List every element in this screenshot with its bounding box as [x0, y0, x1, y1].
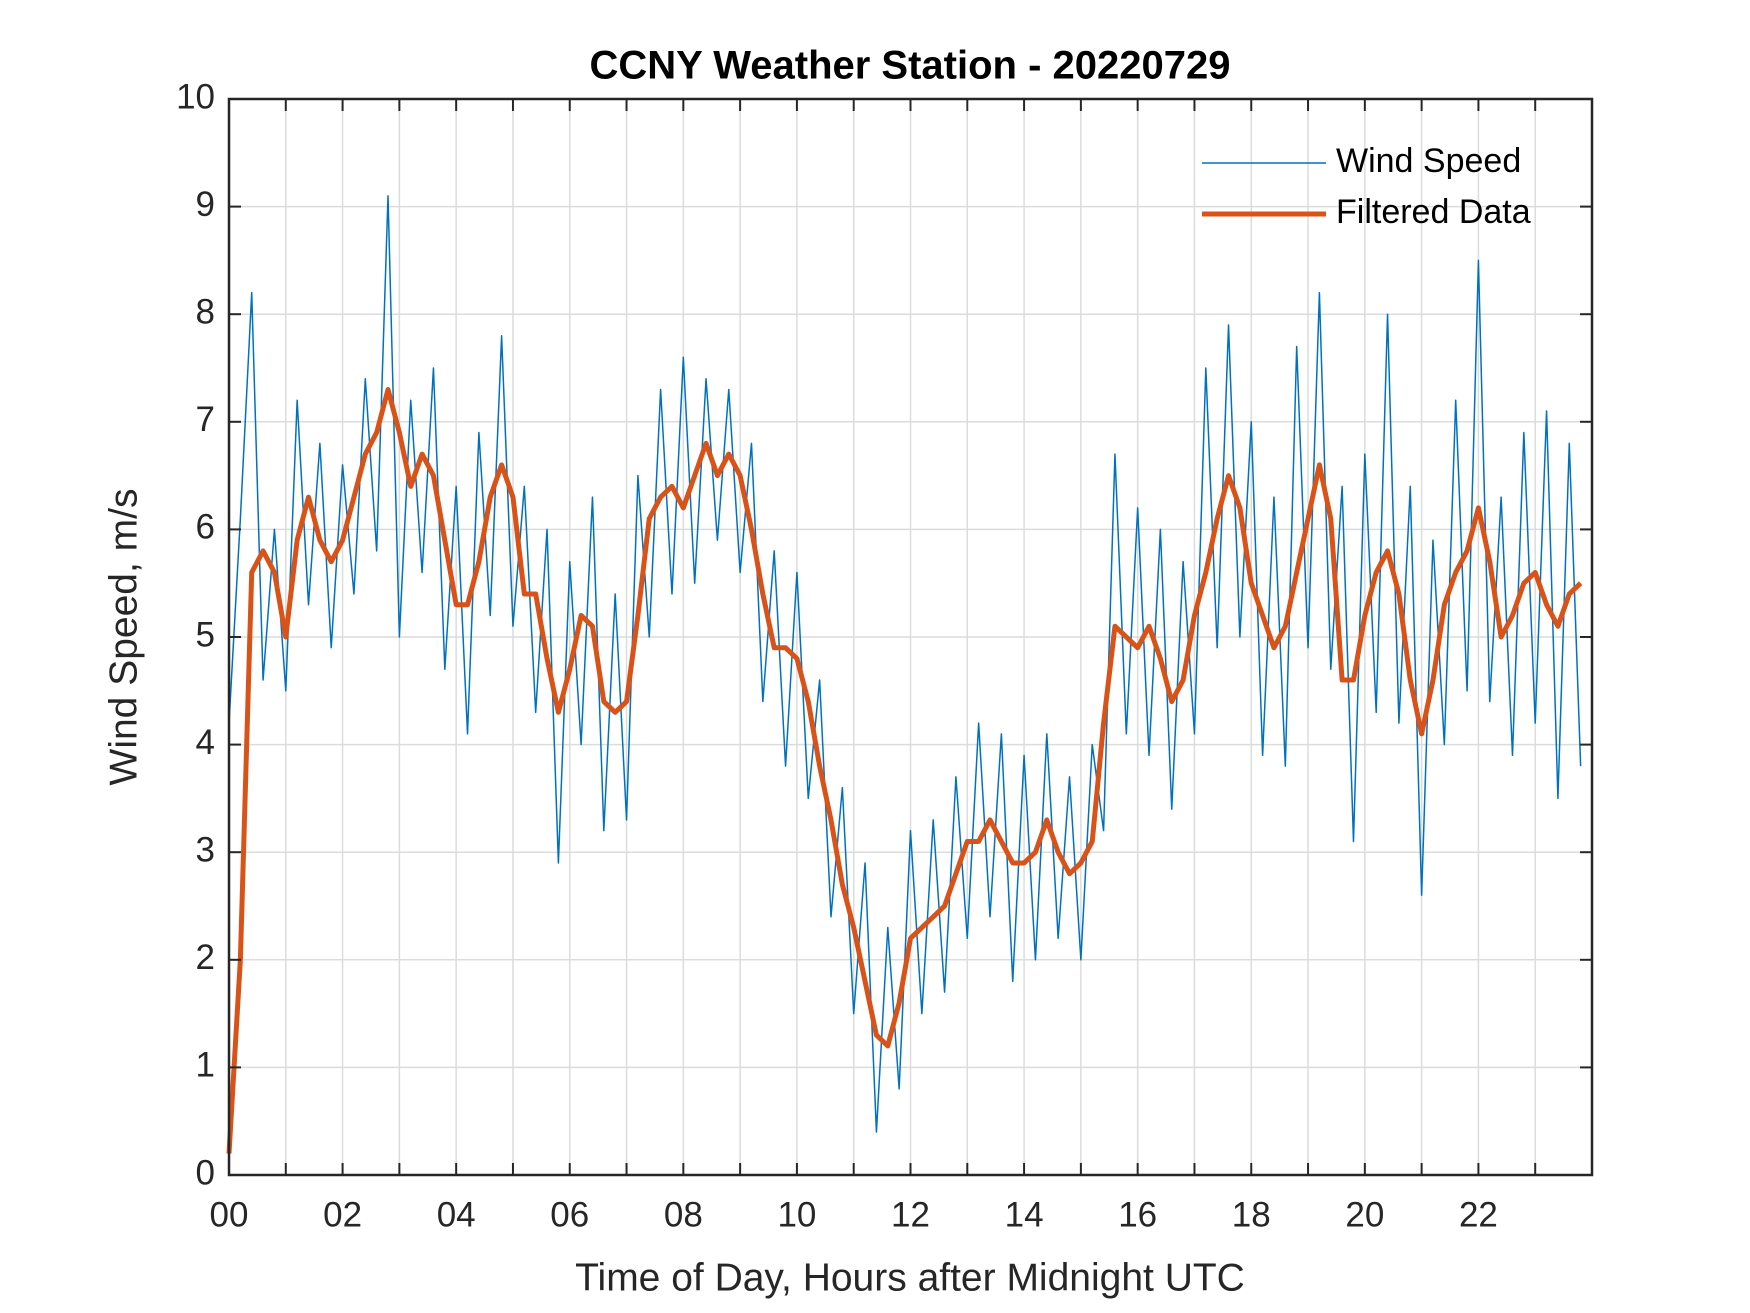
y-tick-label: 2	[196, 938, 215, 977]
x-tick-label: 04	[437, 1195, 476, 1234]
y-tick-label: 0	[196, 1153, 215, 1192]
y-tick-label: 5	[196, 615, 215, 654]
x-tick-label: 08	[664, 1195, 703, 1234]
x-tick-label: 18	[1232, 1195, 1271, 1234]
x-tick-label: 10	[777, 1195, 816, 1234]
x-tick-label: 14	[1005, 1195, 1044, 1234]
y-axis-label: Wind Speed, m/s	[102, 489, 145, 786]
y-tick-label: 7	[196, 400, 215, 439]
y-tick-label: 8	[196, 292, 215, 331]
legend-label: Wind Speed	[1336, 142, 1521, 180]
y-tick-label: 6	[196, 508, 215, 547]
x-tick-label: 02	[323, 1195, 362, 1234]
y-tick-label: 10	[176, 77, 215, 116]
x-tick-label: 06	[550, 1195, 589, 1234]
x-tick-label: 16	[1118, 1195, 1157, 1234]
y-tick-label: 9	[196, 185, 215, 224]
data-line	[228, 195, 1582, 1133]
x-axis-label: Time of Day, Hours after Midnight UTC	[575, 1256, 1245, 1299]
x-tick-label: 12	[891, 1195, 930, 1234]
chart-title: CCNY Weather Station - 20220729	[590, 44, 1231, 88]
data-line	[226, 387, 1583, 1154]
y-tick-label: 3	[196, 830, 215, 869]
x-tick-label: 20	[1345, 1195, 1384, 1234]
y-tick-label: 4	[196, 723, 215, 762]
legend-label: Filtered Data	[1336, 193, 1531, 231]
x-tick-label: 00	[210, 1195, 249, 1234]
y-tick-label: 1	[196, 1046, 215, 1085]
x-tick-label: 22	[1459, 1195, 1498, 1234]
